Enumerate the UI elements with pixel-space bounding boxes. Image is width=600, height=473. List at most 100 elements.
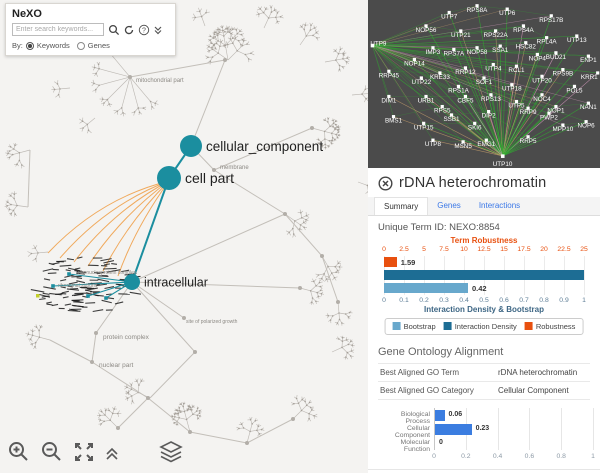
top-axis-tick: 15 [500, 246, 508, 253]
gene-node[interactable] [419, 76, 423, 80]
gene-node[interactable] [463, 94, 468, 99]
fit-view-icon[interactable] [73, 441, 95, 468]
gene-node[interactable] [572, 84, 577, 88]
gene-node[interactable] [545, 36, 549, 40]
chevrons-up-icon[interactable] [105, 447, 119, 467]
gene-node[interactable] [484, 138, 488, 142]
gene-label: RPS13 [481, 96, 501, 103]
gene-node[interactable] [412, 57, 416, 62]
gene-node[interactable] [489, 93, 493, 97]
gene-node[interactable] [475, 46, 479, 50]
term-node-intracellular[interactable] [124, 274, 140, 290]
gene-node[interactable] [526, 135, 530, 139]
refresh-icon[interactable] [123, 24, 135, 36]
gene-label: RPS1A [448, 87, 469, 94]
gene-node[interactable] [459, 29, 463, 33]
tab-interactions[interactable]: Interactions [478, 201, 521, 210]
go-alignment-table: Best Aligned GO Term rDNA heterochromatin… [378, 363, 590, 400]
gene-node[interactable] [514, 99, 519, 104]
gene-node[interactable] [370, 43, 375, 48]
ontology-label: nuclear part [99, 362, 134, 369]
search-icon[interactable] [108, 24, 120, 36]
gene-node[interactable] [514, 64, 519, 68]
close-icon[interactable] [378, 175, 393, 191]
top-axis-tick: 17.5 [517, 246, 531, 253]
chart-legend: Bootstrap Interaction Density Robustness [384, 318, 584, 335]
collapse-icon[interactable] [153, 25, 163, 35]
gene-node[interactable] [463, 66, 468, 70]
gene-node[interactable] [524, 41, 528, 45]
gene-node[interactable] [487, 110, 491, 114]
x-axis-tick: 1 [591, 453, 595, 460]
gene-node[interactable] [498, 44, 502, 48]
term-node-label: cell part [185, 170, 234, 186]
tab-genes[interactable]: Genes [437, 201, 461, 210]
gene-node[interactable] [422, 121, 426, 125]
gene-node[interactable] [491, 62, 495, 67]
bottom-axis-tick: 0.4 [459, 297, 469, 304]
gene-network-canvas[interactable]: UTP9 UTP7 RPS8A UTP6 RPS17B NOP56 UTP21 RPS22A R… [368, 0, 600, 168]
category-label: Cellular Component [394, 425, 430, 439]
gene-node[interactable] [547, 111, 551, 115]
top-axis-tick: 22.5 [557, 246, 571, 253]
help-icon[interactable]: ? [138, 24, 150, 36]
gene-node[interactable] [540, 93, 544, 97]
view-toolbar [7, 440, 183, 468]
gene-node[interactable] [596, 71, 600, 75]
gene-node[interactable] [440, 104, 444, 109]
gene-node[interactable] [549, 14, 553, 18]
gene-label: UTP21 [451, 32, 471, 39]
gene-node[interactable] [473, 121, 477, 125]
term-node-cellular-component[interactable] [180, 135, 202, 157]
gene-label: RPS7A [444, 50, 465, 57]
gene-node[interactable] [461, 140, 465, 144]
gene-node[interactable] [449, 113, 454, 117]
search-input[interactable] [12, 23, 104, 36]
gene-node[interactable] [575, 34, 579, 38]
gene-node[interactable] [561, 123, 565, 127]
gene-node[interactable] [561, 68, 565, 72]
legend-item: Bootstrap [392, 322, 436, 331]
gene-node[interactable] [494, 29, 498, 33]
gene-node[interactable] [424, 24, 428, 28]
gene-node[interactable] [510, 83, 514, 87]
gene-node[interactable] [475, 4, 479, 8]
gene-label: IMP3 [426, 49, 441, 56]
gene-node[interactable] [586, 54, 590, 58]
gene-node[interactable] [452, 47, 456, 52]
gene-node[interactable] [584, 120, 588, 124]
term-node-cell-part[interactable] [157, 166, 181, 190]
gene-node[interactable] [505, 7, 509, 11]
zoom-in-icon[interactable] [7, 440, 30, 468]
gene-node[interactable] [554, 51, 558, 55]
gene-node[interactable] [431, 46, 435, 50]
gene-node[interactable] [540, 74, 544, 78]
tab-summary[interactable]: Summary [374, 197, 429, 215]
gene-node[interactable] [482, 76, 486, 80]
gene-node[interactable] [431, 138, 435, 142]
gene-node[interactable] [586, 101, 590, 105]
layers-icon[interactable] [159, 441, 183, 468]
gene-node[interactable] [387, 69, 391, 73]
zoom-out-icon[interactable] [40, 440, 63, 468]
gene-label: UTP18 [502, 86, 522, 93]
gene-label: POL5 [566, 87, 583, 94]
top-axis-tick: 2.5 [399, 246, 409, 253]
gene-node[interactable] [526, 106, 530, 110]
gene-node[interactable] [521, 24, 526, 28]
chart-title: Term Robustness [450, 236, 518, 245]
gene-node[interactable] [554, 104, 558, 109]
gene-node[interactable] [535, 52, 539, 57]
gene-node[interactable] [391, 115, 396, 119]
gene-node[interactable] [387, 94, 391, 99]
gene-node[interactable] [500, 154, 505, 158]
gene-node[interactable] [447, 10, 451, 15]
gene-label: UTP8 [425, 141, 442, 148]
gene-node[interactable] [456, 84, 461, 88]
radio-genes[interactable] [76, 41, 85, 50]
gene-label: NOP58 [467, 49, 488, 56]
gene-node[interactable] [438, 71, 442, 75]
radio-keywords[interactable] [25, 41, 34, 50]
gene-node[interactable] [424, 94, 428, 99]
